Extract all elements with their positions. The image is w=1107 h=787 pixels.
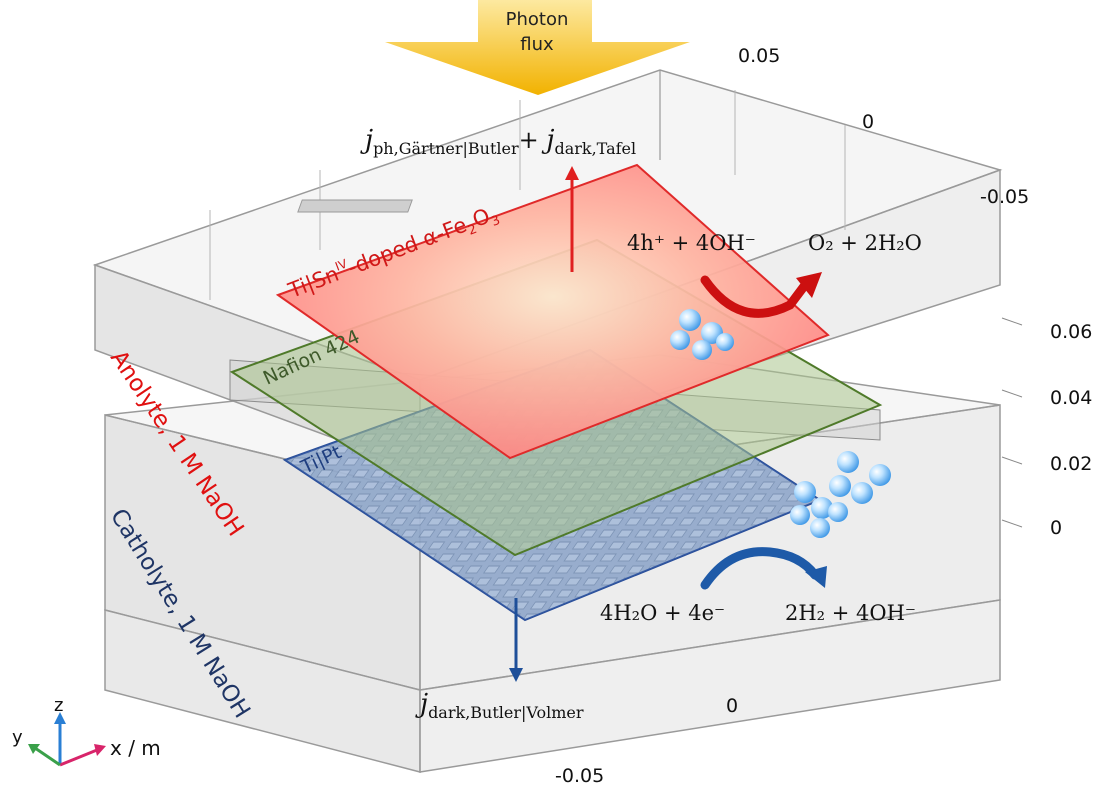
triad-y-label: y — [12, 727, 23, 748]
z-tick-label: 0.02 — [1050, 453, 1092, 475]
photon-label-line2: flux — [520, 34, 554, 55]
triad-z-label: z — [54, 695, 63, 716]
her-products: 2H₂ + 4OH⁻ — [785, 601, 916, 625]
z-tick-label: 0 — [1050, 517, 1062, 539]
y-tick-label: 0 — [862, 111, 874, 133]
z-tick-label: 0.04 — [1050, 387, 1092, 409]
y-tick-label: 0.05 — [738, 45, 780, 67]
axis-triad: z y x / m — [12, 695, 161, 765]
z-tick-label: 0.06 — [1050, 321, 1092, 343]
oer-products: O₂ + 2H₂O — [808, 231, 922, 255]
oer-reactants: 4h⁺ + 4OH⁻ — [627, 231, 756, 255]
x-tick-label: 0 — [726, 695, 738, 717]
triad-x-label: x / m — [110, 736, 161, 760]
x-arrow-head — [94, 744, 106, 756]
her-reactants: 4H₂O + 4e⁻ — [600, 601, 725, 625]
z-axis-ticks: 0.06 0.04 0.02 0 — [1002, 318, 1092, 539]
x-tick-label: -0.05 — [555, 765, 604, 787]
photon-label-line1: Photon — [506, 9, 569, 30]
y-tick-label: -0.05 — [980, 186, 1029, 208]
